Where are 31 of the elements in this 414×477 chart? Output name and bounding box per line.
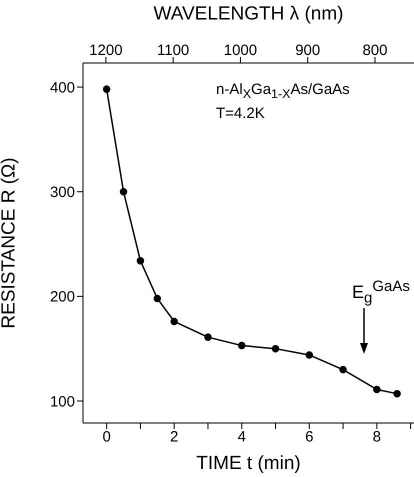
point (393, 390, 401, 398)
x-tick-label: 6 (305, 428, 314, 446)
y-tick-label: 300 (50, 184, 75, 202)
x-tick-label: 2 (170, 428, 178, 446)
x2-tick-label: 800 (362, 42, 388, 59)
point (204, 333, 212, 341)
x-tick-label: 8 (372, 428, 382, 446)
x-tick-label: 0 (102, 428, 111, 446)
point (306, 351, 314, 359)
point (120, 188, 128, 196)
point (339, 366, 347, 374)
x-axis-title: TIME t (min) (196, 453, 301, 474)
annotation: T=4.2K (216, 104, 266, 123)
point (238, 342, 246, 350)
annotation: n-Al$_{X}$Ga$_{1-X}$As/GaAs (216, 80, 350, 103)
x2-tick-label: 1100 (157, 42, 190, 59)
x2-tick-label: 1000 (224, 42, 258, 59)
y-tick-label: 200 (50, 288, 75, 306)
point (136, 257, 144, 265)
point (170, 318, 178, 326)
y-axis-title: RESISTANCE R (Ω) (0, 157, 20, 329)
point (102, 85, 110, 93)
point (373, 386, 381, 394)
y-tick-label: 100 (50, 393, 75, 410)
point (154, 294, 162, 302)
y-tick-label: 400 (50, 79, 75, 96)
x-tick-label: 4 (238, 428, 246, 446)
point (272, 344, 280, 352)
x2-axis-title: WAVELENGTH λ (nm) (153, 3, 344, 24)
x2-tick-label: 1200 (89, 42, 123, 59)
x2-tick-label: 900 (295, 42, 320, 59)
